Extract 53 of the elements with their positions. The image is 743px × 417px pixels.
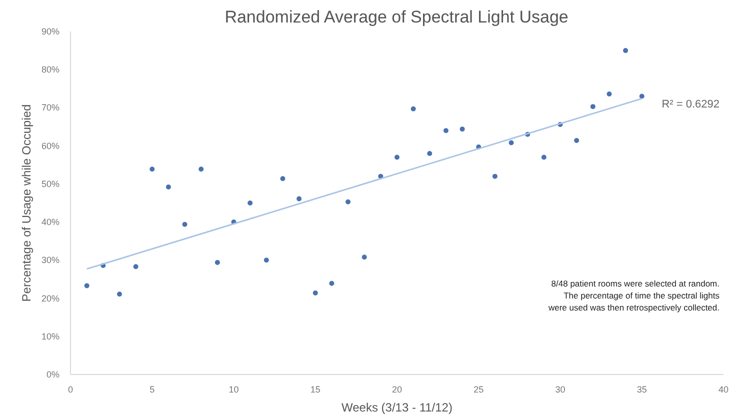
chart-title: Randomized Average of Spectral Light Usage xyxy=(224,8,568,26)
y-tick-label: 20% xyxy=(41,293,60,304)
y-tick-label: 90% xyxy=(41,26,60,36)
point xyxy=(346,199,351,204)
point xyxy=(133,264,138,270)
x-tick-label: 15 xyxy=(310,384,320,394)
point xyxy=(443,128,448,134)
point xyxy=(508,140,514,146)
annotation: R² = 0.6292 xyxy=(662,98,720,110)
point xyxy=(166,184,171,190)
point xyxy=(296,196,302,202)
y-tick-label: 0% xyxy=(46,370,60,380)
point xyxy=(394,154,400,160)
point xyxy=(150,166,155,172)
x-tick-label: 25 xyxy=(474,384,484,394)
x-tick-label: 10 xyxy=(228,384,239,394)
x-tick-label: 5 xyxy=(150,384,155,394)
y-tick-label: 70% xyxy=(41,102,60,113)
point xyxy=(264,258,269,263)
y-tick-label: 60% xyxy=(41,140,60,151)
annotation: 8/48 patient rooms were selected at random. The percentage of time the spectral lights were used was then retrospectively collected. xyxy=(547,278,720,312)
point xyxy=(116,292,122,297)
point xyxy=(329,280,334,286)
x-tick-label: 30 xyxy=(555,384,566,394)
point xyxy=(639,94,644,99)
point xyxy=(214,260,220,265)
point xyxy=(574,138,580,143)
point xyxy=(182,222,188,227)
point xyxy=(541,154,546,160)
point xyxy=(427,150,432,156)
point xyxy=(590,104,596,110)
x-tick-label: 35 xyxy=(636,384,647,394)
point xyxy=(248,200,253,206)
y-tick-label: 80% xyxy=(41,64,60,75)
point xyxy=(492,174,498,179)
point xyxy=(312,290,318,296)
x-tick-label: 20 xyxy=(392,384,402,394)
point xyxy=(198,166,204,172)
y-axis-title: Percentage of Usage while Occupied xyxy=(19,104,34,302)
y-tick-label: 30% xyxy=(41,255,60,266)
point xyxy=(460,126,465,132)
y-tick-label: 10% xyxy=(41,331,60,342)
point xyxy=(280,176,286,182)
point xyxy=(362,254,367,260)
y-tick-label: 40% xyxy=(41,217,60,228)
point xyxy=(84,283,90,288)
point xyxy=(410,106,416,112)
point xyxy=(623,48,628,54)
point xyxy=(606,92,612,96)
y-tick-label: 50% xyxy=(41,178,60,189)
x-tick-label: 40 xyxy=(718,384,729,394)
x-axis-title: Weeks (3/13 - 11/12) xyxy=(342,400,452,414)
x-tick-label: 0 xyxy=(68,384,74,394)
